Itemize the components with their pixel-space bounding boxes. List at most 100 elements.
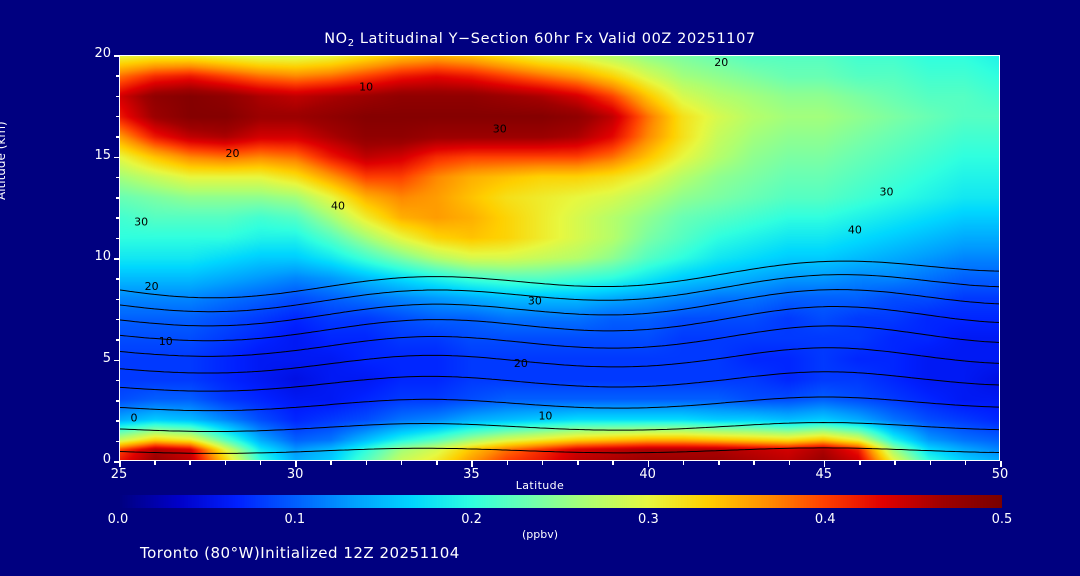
contour-line: [120, 326, 999, 356]
contour-label: 30: [528, 294, 542, 307]
y-axis-tickmark: [114, 258, 119, 260]
contour-label: 0: [131, 412, 138, 425]
x-axis-tick-label: 35: [463, 467, 480, 482]
y-axis-minor-tickmark: [116, 217, 119, 219]
y-axis-label: Altitude (km): [0, 121, 8, 200]
colorbar-tick-label: 0.1: [284, 512, 306, 527]
contour-line: [120, 290, 999, 326]
contour-label: 20: [714, 56, 728, 69]
isotach-contour-overlay: 10 20 30 40 30 20 10 0 20 30 40 30 20 10: [120, 56, 999, 460]
y-axis-minor-tickmark: [116, 318, 119, 321]
contour-label: 30: [880, 185, 894, 198]
y-axis-tickmark: [114, 156, 119, 158]
x-axis-tick-label: 50: [991, 467, 1009, 482]
y-axis-minor-tickmark: [116, 440, 119, 443]
x-axis-tickmark: [295, 461, 297, 467]
x-axis-minor-tickmark: [436, 461, 438, 465]
contour-line: [120, 448, 999, 454]
contour-line: [120, 372, 999, 391]
y-axis-minor-tickmark: [116, 115, 119, 118]
colorbar-title: Latitude: [515, 479, 565, 492]
y-axis-minor-tickmark: [116, 197, 119, 199]
y-axis-tickmark: [114, 55, 119, 57]
y-axis-tick-label: 10: [94, 249, 111, 264]
colorbar-gradient: [118, 495, 1002, 508]
x-axis-minor-tickmark: [330, 461, 332, 465]
title-rest: Latitudinal Y−Section 60hr Fx Valid 00Z …: [354, 31, 756, 47]
x-axis-tick-label: 30: [286, 467, 304, 482]
x-axis-minor-tickmark: [506, 461, 509, 465]
y-axis-minor-tickmark: [116, 176, 119, 179]
y-axis-tickmark: [114, 461, 119, 463]
x-axis-minor-tickmark: [189, 461, 191, 465]
y-axis-minor-tickmark: [116, 420, 119, 422]
y-axis-minor-tickmark: [116, 75, 119, 77]
contour-label: 10: [159, 335, 173, 348]
y-axis-minor-tickmark: [116, 339, 119, 341]
contour-label: 20: [226, 147, 240, 160]
cross-section-plot[interactable]: 10 20 30 40 30 20 10 0 20 30 40 30 20 10: [119, 55, 1000, 461]
contour-label: 20: [145, 280, 159, 293]
x-axis-minor-tickmark: [259, 461, 262, 465]
x-axis-minor-tickmark: [964, 461, 967, 465]
colorbar-tick-label: 0.0: [107, 512, 129, 527]
x-axis-minor-tickmark: [154, 461, 156, 465]
x-axis-tickmark: [119, 461, 121, 467]
contour-line: [120, 275, 999, 312]
y-axis-minor-tickmark: [116, 379, 119, 382]
contour-line: [120, 422, 999, 431]
x-axis-tick-label: 45: [815, 467, 833, 482]
footer-caption: Toronto (80°W)Initialized 12Z 20251104: [140, 544, 460, 562]
x-axis-tickmark: [647, 461, 650, 467]
colorbar-tick-label: 0.3: [638, 512, 659, 527]
y-axis-minor-tickmark: [116, 237, 119, 240]
no2-field-heatmap: [120, 56, 999, 460]
x-axis-tickmark: [471, 461, 473, 467]
contour-label: 20: [514, 357, 528, 370]
contour-line: [120, 307, 999, 341]
x-axis-tickmark: [823, 461, 826, 467]
colorbar-tick-label: 0.5: [991, 512, 1013, 527]
contour-label: 40: [848, 224, 862, 237]
x-axis-minor-tickmark: [365, 461, 368, 465]
x-axis-minor-tickmark: [894, 461, 896, 465]
y-axis-minor-tickmark: [116, 400, 119, 402]
y-axis-tickmark: [114, 359, 119, 361]
contour-label: 30: [493, 123, 507, 136]
y-axis-tick-label: 0: [102, 452, 111, 467]
contour-label: 10: [359, 80, 373, 93]
x-axis-minor-tickmark: [859, 461, 861, 465]
contour-label: 40: [331, 199, 345, 212]
x-axis-minor-tickmark: [612, 461, 614, 465]
title-species: NO: [324, 31, 348, 47]
colorbar-tick-label: 0.4: [814, 512, 836, 527]
y-axis-minor-tickmark: [116, 278, 119, 280]
x-axis-minor-tickmark: [682, 461, 685, 465]
y-axis-minor-tickmark: [116, 95, 119, 98]
title-subscript: 2: [347, 38, 355, 49]
y-axis-tick-label: 5: [102, 350, 111, 366]
contour-line: [120, 261, 999, 298]
y-axis-tick-label: 15: [94, 147, 111, 163]
colorbar[interactable]: [118, 495, 1002, 508]
plot-title: NO2 Latitudinal Y−Section 60hr Fx Valid …: [0, 31, 1080, 49]
x-axis-minor-tickmark: [541, 461, 544, 465]
x-axis-minor-tickmark: [400, 461, 403, 465]
x-axis-minor-tickmark: [753, 461, 755, 465]
x-axis-minor-tickmark: [929, 461, 932, 465]
colorbar-tick-label: 0.2: [461, 512, 482, 527]
contour-line: [120, 348, 999, 373]
y-axis-minor-tickmark: [116, 136, 119, 138]
x-axis-minor-tickmark: [224, 461, 227, 465]
contour-label: 10: [538, 410, 552, 423]
x-axis-tick-label: 25: [110, 467, 128, 482]
y-axis-tick-label: 20: [94, 46, 111, 61]
x-axis-tickmark: [1000, 461, 1002, 467]
y-axis-minor-tickmark: [116, 298, 119, 301]
contour-label: 30: [134, 216, 148, 229]
x-axis-tick-label: 40: [639, 467, 656, 482]
x-axis-minor-tickmark: [577, 461, 579, 465]
contour-line: [120, 397, 999, 411]
x-axis-minor-tickmark: [718, 461, 720, 465]
